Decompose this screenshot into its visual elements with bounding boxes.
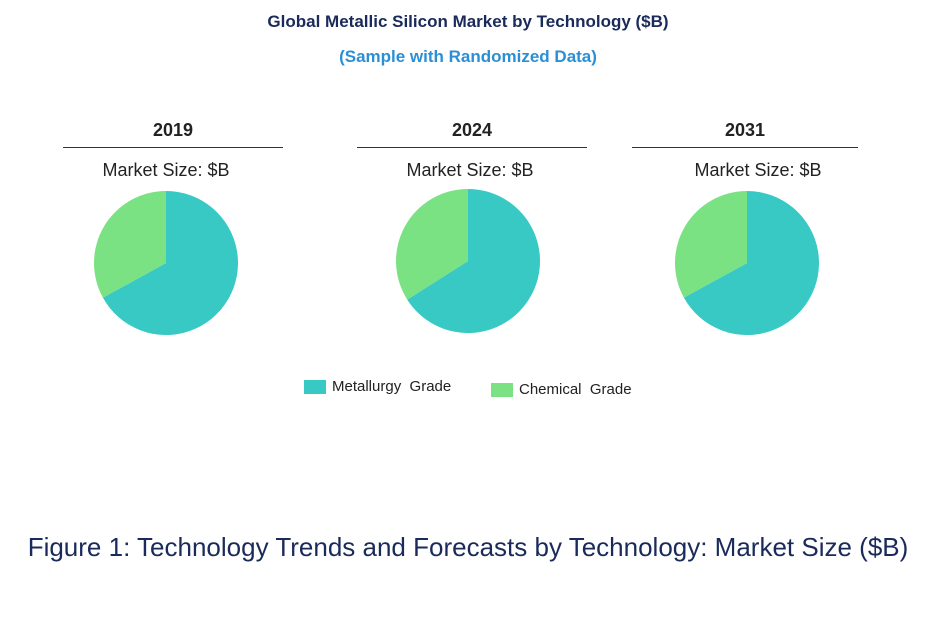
legend-item-chemical: Chemical Grade xyxy=(491,381,632,398)
pie-slice-2019-metallurgy xyxy=(102,191,239,336)
pie-slice-2031-chemical xyxy=(675,191,747,298)
chart-title: Global Metallic Silicon Market by Techno… xyxy=(267,12,669,31)
pie-slice-2024-chemical xyxy=(396,189,468,300)
pie-year-2031: 2031 xyxy=(724,120,766,140)
pie-year-2024: 2024 xyxy=(451,120,493,140)
legend-item-metallurgy: Metallurgy Grade xyxy=(304,378,451,395)
chart-subtitle: (Sample with Randomized Data) xyxy=(339,47,597,66)
pie-slice-2019-chemical xyxy=(94,191,166,298)
pie-label-2024: Market Size: $B xyxy=(406,160,534,180)
legend-label: Chemical Grade xyxy=(519,381,632,398)
divider xyxy=(632,147,858,148)
pie-year-2019: 2019 xyxy=(152,120,194,140)
divider xyxy=(357,147,587,148)
pie-label-2019: Market Size: $B xyxy=(102,160,230,180)
divider xyxy=(63,147,283,148)
pie-slice-2024-metallurgy xyxy=(407,188,540,334)
pie-slice-2031-metallurgy xyxy=(683,191,819,335)
legend-label: Metallurgy Grade xyxy=(332,378,452,395)
legend-swatch xyxy=(491,382,513,397)
legend-swatch xyxy=(304,379,326,394)
figure-caption: Figure 1: Technology Trends and Forecast… xyxy=(27,532,909,562)
pie-label-2031: Market Size: $B xyxy=(694,160,822,180)
